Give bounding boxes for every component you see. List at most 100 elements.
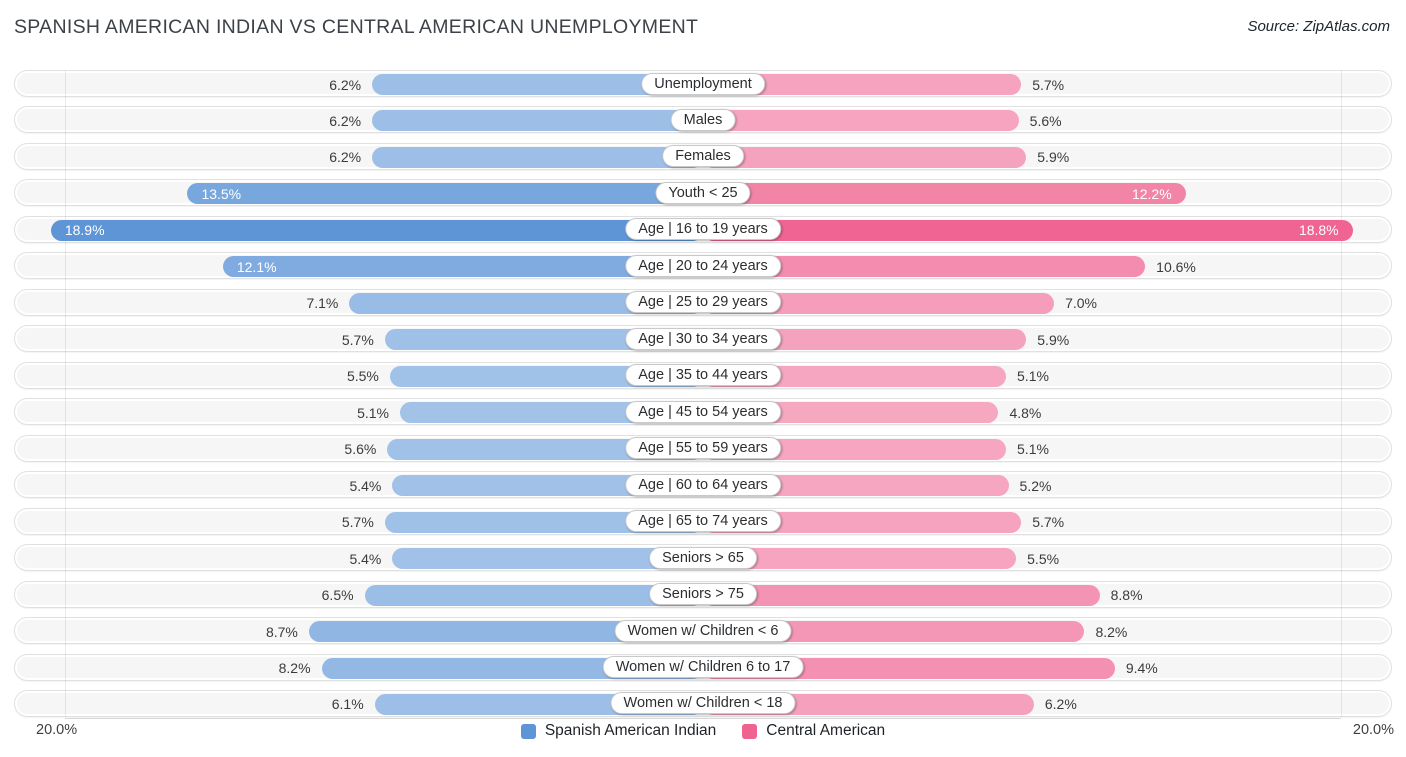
bar-spanish-american-indian[interactable]: [222, 256, 703, 278]
value-label-left: 5.4%: [349, 550, 382, 567]
page-title: SPANISH AMERICAN INDIAN VS CENTRAL AMERI…: [14, 16, 699, 38]
axis-baseline: [65, 718, 1341, 719]
chart-row: 8.2% 9.4% Women w/ Children 6 to 17: [14, 653, 1392, 681]
value-label-left: 6.1%: [331, 696, 364, 713]
value-label-right: 8.2%: [1095, 623, 1128, 640]
bar-spanish-american-indian[interactable]: [364, 584, 703, 606]
value-label-left: 6.2%: [329, 76, 362, 93]
gridline-right: [1341, 70, 1342, 717]
category-pill: Women w/ Children < 18: [610, 692, 796, 715]
bar-spanish-american-indian[interactable]: [372, 110, 703, 132]
value-label-left: 8.2%: [278, 660, 311, 676]
axis-max-right-label: 20.0%: [1352, 722, 1394, 738]
legend-swatch-blue: [520, 723, 536, 739]
value-label-right: 10.6%: [1156, 258, 1196, 275]
value-label-right: 5.7%: [1032, 76, 1065, 93]
value-label-left: 6.2%: [329, 112, 362, 129]
category-pill: Age | 35 to 44 years: [625, 364, 781, 387]
chart-row: 12.1% 10.6% Age | 20 to 24 years: [14, 252, 1392, 280]
chart-row: 18.9% 18.8% Age | 16 to 19 years: [14, 215, 1392, 243]
chart-row: 5.4% 5.5% Seniors > 65: [14, 544, 1392, 572]
bar-central-american[interactable]: [703, 110, 1019, 132]
category-pill: Unemployment: [641, 72, 765, 95]
value-label-left: 6.2%: [329, 149, 362, 166]
value-label-right: 18.8%: [1298, 222, 1339, 239]
legend-label-left: Spanish American Indian: [544, 722, 717, 739]
bar-spanish-american-indian[interactable]: [349, 292, 703, 314]
category-pill: Age | 30 to 34 years: [625, 327, 781, 350]
bar-spanish-american-indian[interactable]: [389, 365, 703, 387]
bar-central-american[interactable]: [703, 292, 1055, 314]
tornado-chart: 6.2% 5.7% Unemployment 6.2% 5.6% Males 6.2% 5.9…: [14, 70, 1392, 719]
value-label-left: 8.7%: [265, 623, 298, 640]
chart-row: 6.1% 6.2% Women w/ Children < 18: [14, 689, 1392, 717]
category-pill: Age | 65 to 74 years: [625, 510, 781, 533]
chart-row: 5.7% 5.9% Age | 30 to 34 years: [14, 325, 1392, 353]
bar-central-american[interactable]: [703, 329, 1027, 351]
value-label-right: 5.9%: [1037, 149, 1070, 166]
bar-central-american[interactable]: [703, 74, 1022, 95]
category-pill: Age | 25 to 29 years: [625, 291, 781, 314]
chart-footer: 20.0% 20.0% Spanish American Indian Cent…: [0, 719, 1406, 757]
value-label-right: 5.6%: [1029, 112, 1062, 129]
chart-row: 5.5% 5.1% Age | 35 to 44 years: [14, 361, 1392, 389]
value-label-right: 5.2%: [1019, 477, 1052, 494]
bar-spanish-american-indian[interactable]: [372, 74, 703, 95]
chart-row: 7.1% 7.0% Age | 25 to 29 years: [14, 288, 1392, 316]
value-label-right: 5.7%: [1032, 514, 1065, 531]
bar-spanish-american-indian[interactable]: [372, 146, 703, 168]
category-pill: Seniors > 75: [649, 583, 757, 606]
category-pill: Males: [670, 108, 736, 131]
chart-row: 5.4% 5.2% Age | 60 to 64 years: [14, 471, 1392, 499]
bar-central-american[interactable]: [703, 183, 1186, 205]
value-label-left: 18.9%: [64, 222, 105, 239]
value-label-right: 4.8%: [1009, 404, 1042, 421]
legend-swatch-pink: [742, 723, 758, 739]
chart-row: 13.5% 12.2% Youth < 25: [14, 179, 1392, 207]
legend: Spanish American Indian Central American: [0, 719, 1406, 740]
chart-row: 5.7% 5.7% Age | 65 to 74 years: [14, 507, 1392, 535]
value-label-left: 5.7%: [341, 331, 374, 348]
chart-row: 6.2% 5.9% Females: [14, 142, 1392, 170]
bar-central-american[interactable]: [703, 146, 1027, 168]
bar-spanish-american-indian[interactable]: [384, 329, 703, 351]
gridline-left: [65, 70, 66, 717]
value-label-right: 5.1%: [1017, 368, 1049, 385]
category-pill: Seniors > 65: [649, 546, 757, 569]
chart-row: 6.5% 8.8% Seniors > 75: [14, 580, 1392, 608]
chart-row: 6.2% 5.7% Unemployment: [14, 70, 1392, 97]
bar-spanish-american-indian[interactable]: [392, 548, 703, 570]
bar-central-american[interactable]: [703, 548, 1017, 570]
legend-label-right: Central American: [766, 722, 886, 739]
bar-central-american[interactable]: [703, 584, 1100, 606]
bar-central-american[interactable]: [703, 657, 1115, 679]
bar-spanish-american-indian[interactable]: [384, 511, 703, 533]
category-pill: Women w/ Children 6 to 17: [602, 656, 804, 678]
bar-central-american[interactable]: [703, 256, 1146, 278]
category-pill: Women w/ Children < 6: [614, 619, 792, 642]
value-label-right: 5.1%: [1017, 441, 1049, 458]
legend-item-spanish-american-indian: Spanish American Indian: [520, 722, 717, 740]
bar-spanish-american-indian[interactable]: [50, 219, 703, 241]
value-label-left: 5.4%: [349, 477, 382, 494]
value-label-right: 5.9%: [1037, 331, 1070, 348]
category-pill: Youth < 25: [655, 181, 751, 204]
bar-central-american[interactable]: [703, 511, 1022, 533]
value-label-right: 5.5%: [1027, 550, 1060, 567]
bar-spanish-american-indian[interactable]: [387, 438, 703, 460]
chart-row: 5.1% 4.8% Age | 45 to 54 years: [14, 398, 1392, 426]
value-label-left: 5.1%: [357, 404, 389, 421]
category-pill: Age | 16 to 19 years: [625, 218, 781, 241]
category-pill: Females: [662, 145, 744, 168]
bar-spanish-american-indian[interactable]: [308, 621, 703, 643]
chart-rows: 6.2% 5.7% Unemployment 6.2% 5.6% Males 6.2% 5.9…: [14, 70, 1392, 717]
bar-spanish-american-indian[interactable]: [187, 183, 703, 205]
chart-header: SPANISH AMERICAN INDIAN VS CENTRAL AMERI…: [14, 16, 1390, 39]
bar-central-american[interactable]: [703, 621, 1085, 643]
source-attribution: Source: ZipAtlas.com: [1247, 18, 1390, 35]
value-label-right: 7.0%: [1065, 295, 1098, 312]
bar-central-american[interactable]: [703, 219, 1353, 241]
value-label-right: 9.4%: [1125, 660, 1158, 676]
category-pill: Age | 60 to 64 years: [625, 473, 781, 496]
value-label-left: 5.7%: [341, 514, 374, 531]
